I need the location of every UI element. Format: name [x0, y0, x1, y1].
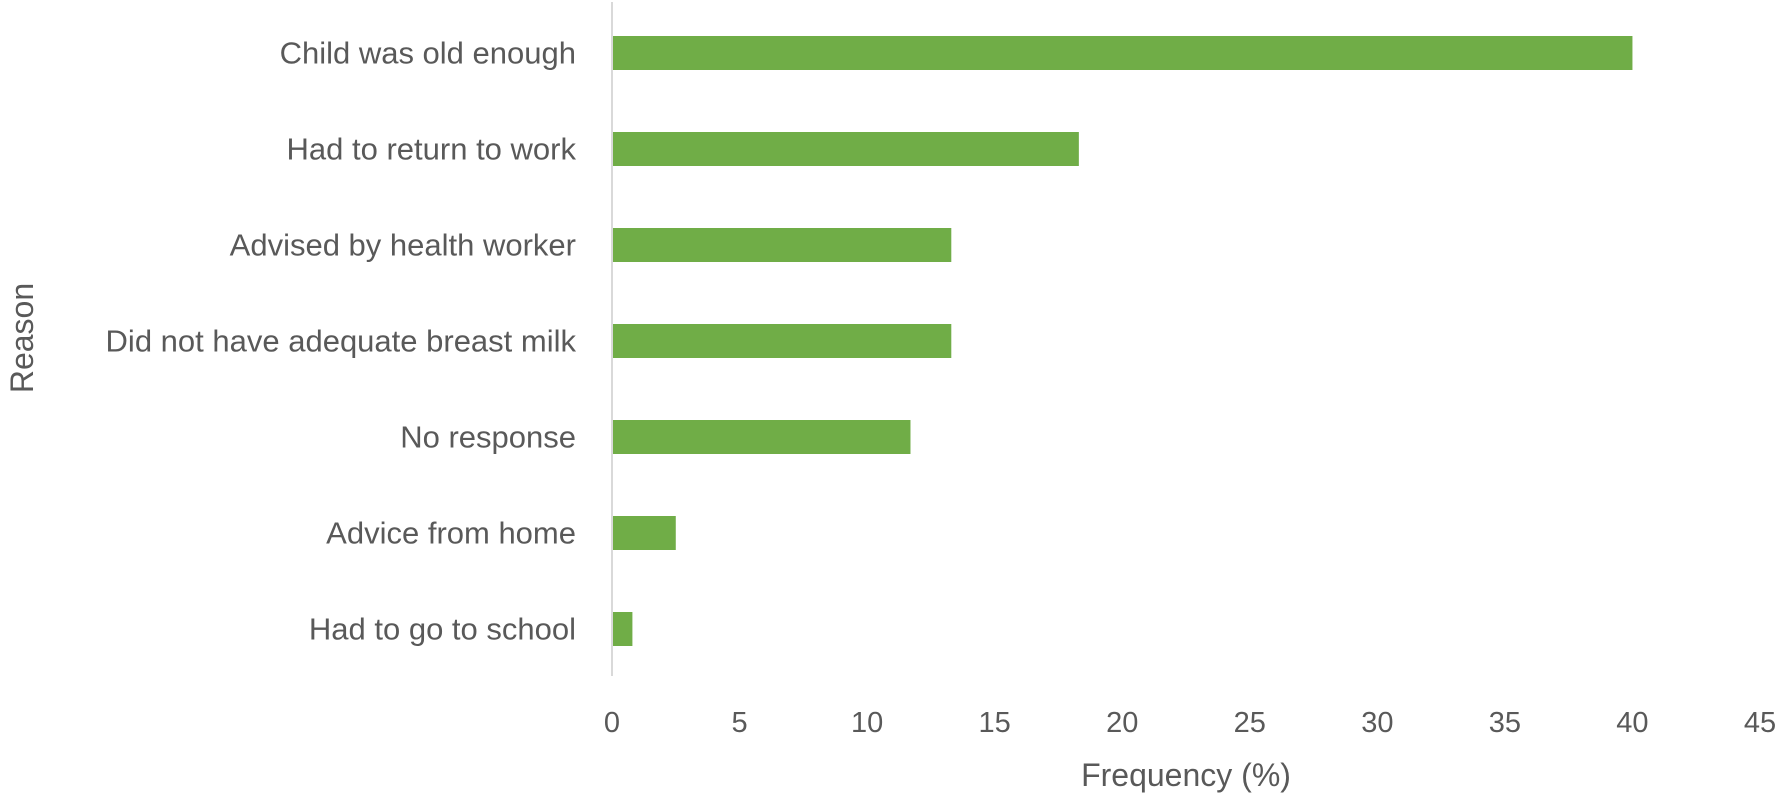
category-label: Had to return to work	[287, 132, 577, 167]
category-label: No response	[400, 420, 576, 455]
bar	[612, 420, 911, 454]
bar	[612, 228, 952, 262]
x-tick-label: 15	[979, 707, 1011, 739]
x-tick-label: 0	[604, 707, 620, 739]
y-axis-title: Reason	[4, 283, 40, 393]
bar	[612, 132, 1079, 166]
bar	[612, 516, 676, 550]
x-tick-label: 35	[1489, 707, 1521, 739]
category-label: Did not have adequate breast milk	[106, 324, 577, 359]
x-tick-label: 40	[1616, 707, 1648, 739]
x-tick-label: 45	[1744, 707, 1776, 739]
category-label: Child was old enough	[280, 36, 576, 71]
category-labels: Child was old enough Had to return to wor…	[106, 36, 577, 647]
x-tick-labels: 0 5 10 15 20 25 30 35 40 45	[604, 707, 1776, 739]
x-tick-label: 5	[731, 707, 747, 739]
bars-layer	[612, 36, 1633, 646]
bar	[612, 36, 1633, 70]
bar	[612, 612, 633, 646]
category-label: Had to go to school	[309, 612, 576, 647]
x-tick-label: 10	[851, 707, 883, 739]
x-tick-label: 30	[1361, 707, 1393, 739]
x-tick-label: 25	[1234, 707, 1266, 739]
category-label: Advice from home	[326, 516, 576, 551]
x-axis-title: Frequency (%)	[1081, 757, 1291, 793]
x-tick-label: 20	[1106, 707, 1138, 739]
category-label: Advised by health worker	[230, 228, 576, 263]
bar	[612, 324, 952, 358]
